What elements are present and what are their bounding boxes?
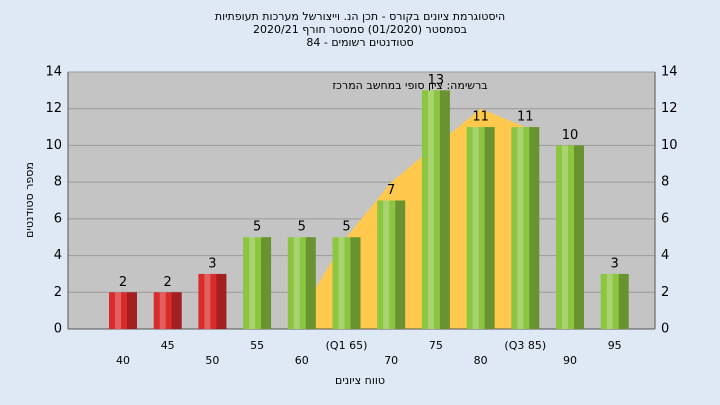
x-axis-label: טווח ציונים: [335, 374, 385, 387]
x-tick-label: 70: [384, 354, 398, 367]
x-tick-label: 40: [116, 354, 130, 367]
bar: [332, 237, 361, 329]
y2-tick-label: 4: [661, 248, 669, 263]
bar-shade: [261, 237, 272, 329]
bar-highlight: [204, 273, 211, 329]
x-tick-label: 55: [250, 339, 264, 352]
x-tick-label: 60: [295, 354, 309, 367]
value-label: 2: [119, 275, 127, 290]
x-tick-label: 45: [161, 339, 175, 352]
bar-highlight: [249, 237, 256, 329]
x-tick-label: (Q1 65): [326, 339, 368, 352]
y-tick-label: 4: [54, 248, 62, 263]
y2-tick-label: 0: [661, 322, 669, 337]
bar-highlight: [383, 200, 390, 329]
x-tick-label: (Q3 85): [504, 339, 546, 352]
bar-highlight: [159, 292, 166, 329]
y2-tick-label: 10: [661, 138, 678, 153]
bar-shade: [529, 127, 540, 329]
x-tick-label: 75: [429, 339, 443, 352]
bar-highlight: [427, 90, 434, 329]
bar: [377, 200, 406, 329]
bar: [421, 90, 450, 329]
bar-highlight: [606, 273, 613, 329]
bar: [109, 292, 137, 329]
bar: [198, 273, 227, 329]
bar: [243, 237, 272, 329]
x-tick-label: 90: [563, 354, 577, 367]
bar-highlight: [562, 145, 568, 329]
y-axis-label: מספר סטודנטים: [23, 162, 36, 238]
bar-highlight: [517, 127, 524, 329]
bar-shade: [395, 200, 406, 329]
chart-subtitle: סטודנטים רשומים - 84: [306, 36, 413, 49]
bar-shade: [171, 292, 182, 329]
bar-shade: [305, 237, 316, 329]
annotation: ברשימה: ציון סופי במחשב המרכז: [332, 79, 487, 92]
value-label: 7: [387, 183, 395, 198]
value-label: 5: [298, 220, 306, 235]
bar: [600, 273, 629, 329]
bar-shade: [484, 127, 495, 329]
y-tick-label: 0: [54, 322, 62, 337]
y2-tick-label: 6: [661, 211, 669, 226]
y-tick-label: 10: [45, 138, 62, 153]
bar-shade: [127, 292, 137, 329]
y2-tick-label: 14: [661, 65, 678, 80]
value-label: 2: [164, 275, 172, 290]
bar: [153, 292, 182, 329]
y2-tick-label: 2: [661, 285, 669, 300]
bar-shade: [439, 90, 450, 329]
bar-highlight: [338, 237, 345, 329]
x-tick-label: 50: [205, 354, 219, 367]
bar: [466, 127, 495, 329]
y-tick-label: 12: [45, 101, 62, 116]
bar-highlight: [472, 127, 479, 329]
bar: [287, 237, 316, 329]
value-label: 3: [611, 256, 619, 271]
y-tick-label: 14: [45, 65, 62, 80]
value-label: 11: [472, 110, 489, 125]
y2-tick-label: 12: [661, 101, 678, 116]
value-label: 5: [253, 220, 261, 235]
y-tick-label: 6: [54, 211, 62, 226]
x-tick-label: 95: [608, 339, 622, 352]
x-tick-label: 80: [474, 354, 488, 367]
value-label: 10: [562, 128, 579, 143]
y-tick-label: 2: [54, 285, 62, 300]
bar-shade: [350, 237, 361, 329]
bar-shade: [216, 273, 227, 329]
value-label: 11: [517, 110, 534, 125]
chart-title: היסטוגרמת ציונים בקורס - תכן הנ. וייצורש…: [215, 10, 505, 23]
value-label: 13: [428, 73, 445, 88]
bar-shade: [574, 145, 584, 329]
value-label: 5: [342, 220, 350, 235]
bar: [556, 145, 584, 329]
bar-highlight: [115, 292, 121, 329]
bar-highlight: [293, 237, 300, 329]
value-label: 3: [208, 256, 216, 271]
bar: [511, 127, 540, 329]
bar-shade: [618, 273, 629, 329]
y-tick-label: 8: [54, 175, 62, 190]
y2-tick-label: 8: [661, 175, 669, 190]
chart-subtitle: בסמסטר (01/2020) סמסטר חורף 2020/21: [253, 23, 467, 36]
